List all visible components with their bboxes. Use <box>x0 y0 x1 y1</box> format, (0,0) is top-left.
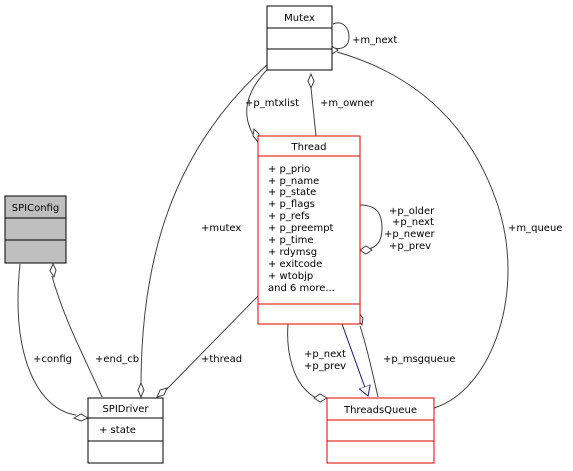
class-title: Thread <box>291 142 327 153</box>
member: + p_time <box>268 235 314 246</box>
label-end-cb: +end_cb <box>95 354 139 365</box>
member: + p_preempt <box>268 223 334 234</box>
aggregation-diamond <box>137 381 145 399</box>
edge-p-msgqueue <box>359 325 379 398</box>
member: + p_flags <box>268 199 315 210</box>
edge-thread <box>165 295 259 391</box>
class-thread[interactable]: Thread + p_prio + p_name + p_state + p_f… <box>257 135 361 325</box>
member: + p_name <box>268 176 319 187</box>
aggregation-diamond <box>72 413 90 422</box>
label-p-prev-self: +p_prev <box>389 241 431 252</box>
label-mutex: +mutex <box>201 223 241 234</box>
member: and 6 more... <box>268 283 335 294</box>
class-title: Mutex <box>284 13 315 24</box>
label-p-next-queue: +p_next <box>304 349 346 360</box>
aggregation-diamond <box>359 245 373 255</box>
class-title: SPIConfig <box>12 203 59 214</box>
label-p-next-self: +p_next <box>392 217 434 228</box>
edge-p-next-prev <box>287 323 317 399</box>
edge-m-owner <box>310 87 317 137</box>
label-m-owner: +m_owner <box>320 98 375 109</box>
member: + rdymsg <box>268 247 317 258</box>
edge-config <box>17 263 77 416</box>
aggregation-diamond <box>156 387 168 398</box>
label-p-mtxlist: +p_mtxlist <box>245 98 299 109</box>
member: + state <box>99 425 136 436</box>
class-spidriver[interactable]: SPIDriver + state <box>87 397 164 464</box>
label-p-msgqueue: +p_msgqueue <box>383 354 455 365</box>
edge-end-cb <box>51 275 103 398</box>
member: + wtobjp <box>268 271 313 282</box>
label-p-older: +p_older <box>389 206 435 217</box>
label-thread: +thread <box>201 354 242 365</box>
edge-m-queue <box>336 51 509 409</box>
class-title: ThreadsQueue <box>343 405 417 416</box>
edge-inheritance <box>341 323 368 396</box>
label-m-next: +m_next <box>352 35 397 46</box>
edge-thread-self <box>359 204 383 251</box>
label-m-queue: +m_queue <box>508 223 562 234</box>
aggregation-diamond <box>307 72 315 90</box>
edge-mutex <box>140 63 269 387</box>
aggregation-diamond <box>313 393 329 403</box>
class-spiconfig[interactable]: SPIConfig <box>4 195 67 264</box>
label-p-prev-queue: +p_prev <box>304 361 346 372</box>
member: + exitcode <box>268 259 322 270</box>
aggregation-diamond <box>49 262 57 279</box>
class-threadsqueue[interactable]: ThreadsQueue <box>326 397 435 464</box>
edge-m-next <box>332 22 350 49</box>
member: + p_prio <box>268 164 310 175</box>
member: + p_refs <box>268 211 310 222</box>
member: + p_state <box>268 187 316 198</box>
class-mutex[interactable]: Mutex <box>266 5 333 71</box>
class-title: SPIDriver <box>102 404 149 415</box>
label-p-newer: +p_newer <box>384 229 436 240</box>
label-config: +config <box>33 354 72 365</box>
